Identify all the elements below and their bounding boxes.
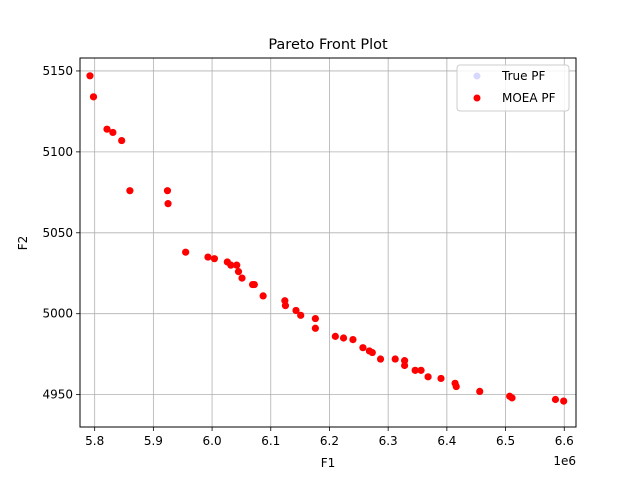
x-axis-label: F1 <box>321 456 336 470</box>
data-point <box>349 336 357 344</box>
data-point <box>297 311 305 319</box>
data-point <box>331 332 339 340</box>
data-points <box>86 72 568 405</box>
data-point <box>227 261 235 269</box>
data-point <box>238 274 246 282</box>
data-point <box>508 394 516 402</box>
legend-box <box>456 64 570 112</box>
legend-marker-moea-pf <box>473 94 481 102</box>
data-point <box>234 268 243 276</box>
y-tick-label: 5050 <box>42 226 73 240</box>
y-tick-label: 5100 <box>42 145 73 159</box>
data-point <box>182 248 190 256</box>
data-point <box>368 348 376 357</box>
data-point <box>417 366 425 374</box>
y-tick-label: 4950 <box>42 388 73 402</box>
x-tick-label: 6.4 <box>437 434 456 448</box>
data-point <box>551 395 560 404</box>
data-point <box>292 306 300 315</box>
data-point <box>204 253 212 261</box>
data-point <box>359 344 367 352</box>
data-point <box>103 125 111 133</box>
data-point <box>424 373 432 381</box>
legend-label-true-pf: True PF <box>501 69 546 83</box>
data-point <box>411 366 419 374</box>
data-point <box>281 302 290 310</box>
x-tick-label: 5.9 <box>144 434 163 448</box>
data-point <box>233 261 241 269</box>
data-point <box>163 187 172 195</box>
x-tick-label: 5.8 <box>85 434 104 448</box>
y-axis-ticks: 4950 5000 5050 5100 5150 <box>42 64 80 402</box>
data-point <box>437 374 445 383</box>
y-tick-label: 5150 <box>42 64 73 78</box>
data-point <box>401 361 409 370</box>
data-point <box>259 292 267 300</box>
chart-title: Pareto Front Plot <box>268 37 388 53</box>
x-axis-offset-text: 1e6 <box>553 454 576 468</box>
data-point <box>250 280 258 289</box>
legend: True PF MOEA PF <box>456 64 570 112</box>
data-point <box>452 382 460 391</box>
grid <box>80 58 576 427</box>
y-tick-label: 5000 <box>42 307 73 321</box>
data-point <box>118 136 126 145</box>
x-tick-label: 6.5 <box>496 434 515 448</box>
data-point <box>391 355 399 363</box>
data-point <box>560 397 568 405</box>
data-point <box>86 72 94 80</box>
data-point <box>376 355 385 363</box>
data-point <box>339 334 348 342</box>
data-point <box>210 255 219 263</box>
plot-area-frame <box>79 57 577 428</box>
x-tick-label: 6.0 <box>203 434 222 448</box>
x-tick-label: 6.1 <box>261 434 280 448</box>
data-point <box>126 187 134 195</box>
data-point <box>476 387 484 395</box>
x-axis-ticks: 5.8 5.9 6.0 6.1 6.2 6.3 6.4 6.5 6.6 <box>85 427 574 448</box>
data-point <box>311 324 319 332</box>
data-point <box>89 93 98 101</box>
x-tick-label: 6.3 <box>379 434 398 448</box>
y-axis-label: F2 <box>16 236 30 251</box>
data-point <box>109 128 117 137</box>
x-tick-label: 6.6 <box>555 434 574 448</box>
x-tick-label: 6.2 <box>320 434 339 448</box>
legend-label-moea-pf: MOEA PF <box>502 91 556 105</box>
data-point <box>311 314 319 323</box>
data-point <box>164 200 172 208</box>
legend-marker-true-pf <box>473 72 481 80</box>
